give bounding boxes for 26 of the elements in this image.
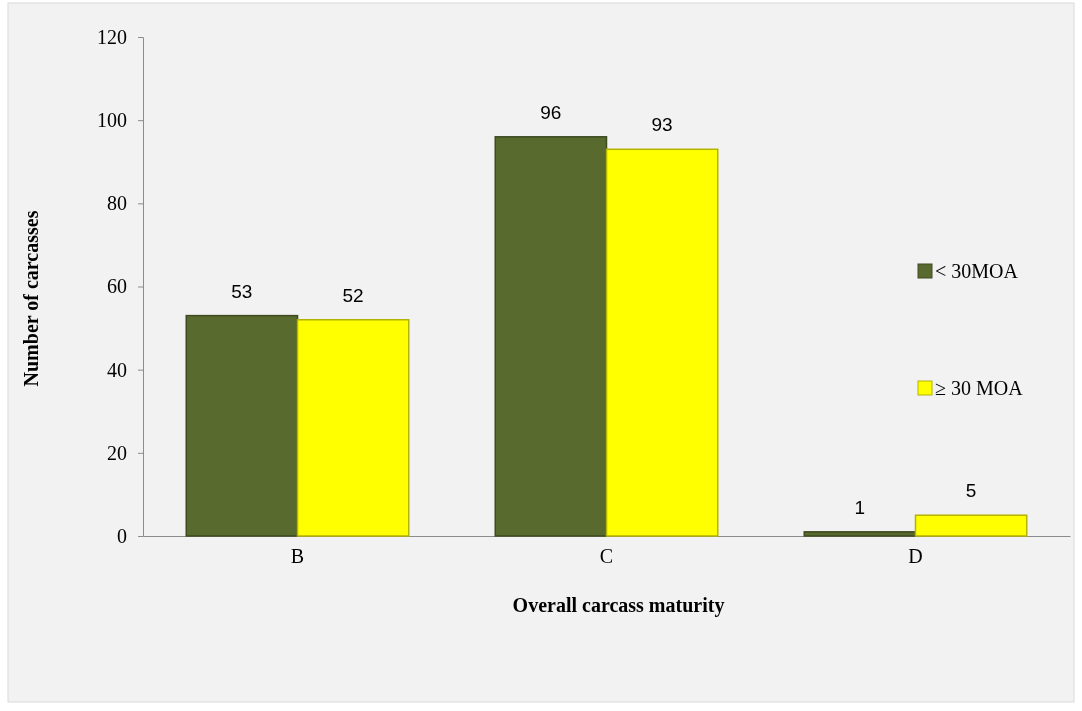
bar — [296, 319, 410, 537]
y-tick-label: 120 — [97, 25, 127, 48]
x-tick-label: B — [290, 545, 305, 567]
x-tick-label: C — [599, 545, 614, 567]
legend-label: ≥ 30 MOA — [935, 377, 1024, 399]
data-label: 93 — [651, 114, 673, 136]
y-tick-label: 40 — [107, 358, 127, 381]
y-tick-label: 0 — [117, 524, 127, 547]
bar — [494, 136, 608, 537]
bar — [914, 514, 1028, 537]
bar — [605, 148, 719, 537]
data-label: 53 — [231, 280, 253, 302]
data-label: 1 — [854, 496, 866, 518]
data-label: 5 — [965, 480, 977, 502]
x-axis-title: Overall carcass maturity — [512, 594, 725, 617]
x-tick-label: D — [908, 545, 923, 567]
y-tick-label: 60 — [107, 275, 127, 298]
bar — [185, 314, 299, 537]
y-tick-label: 20 — [107, 441, 127, 464]
y-tick-label: 100 — [97, 109, 127, 132]
y-tick-label: 80 — [107, 192, 127, 215]
y-axis-title: Number of carcasses — [20, 210, 42, 387]
bar — [803, 531, 917, 537]
data-label: 52 — [342, 284, 364, 306]
legend-label: < 30MOA — [935, 260, 1019, 282]
data-label: 96 — [540, 101, 562, 123]
